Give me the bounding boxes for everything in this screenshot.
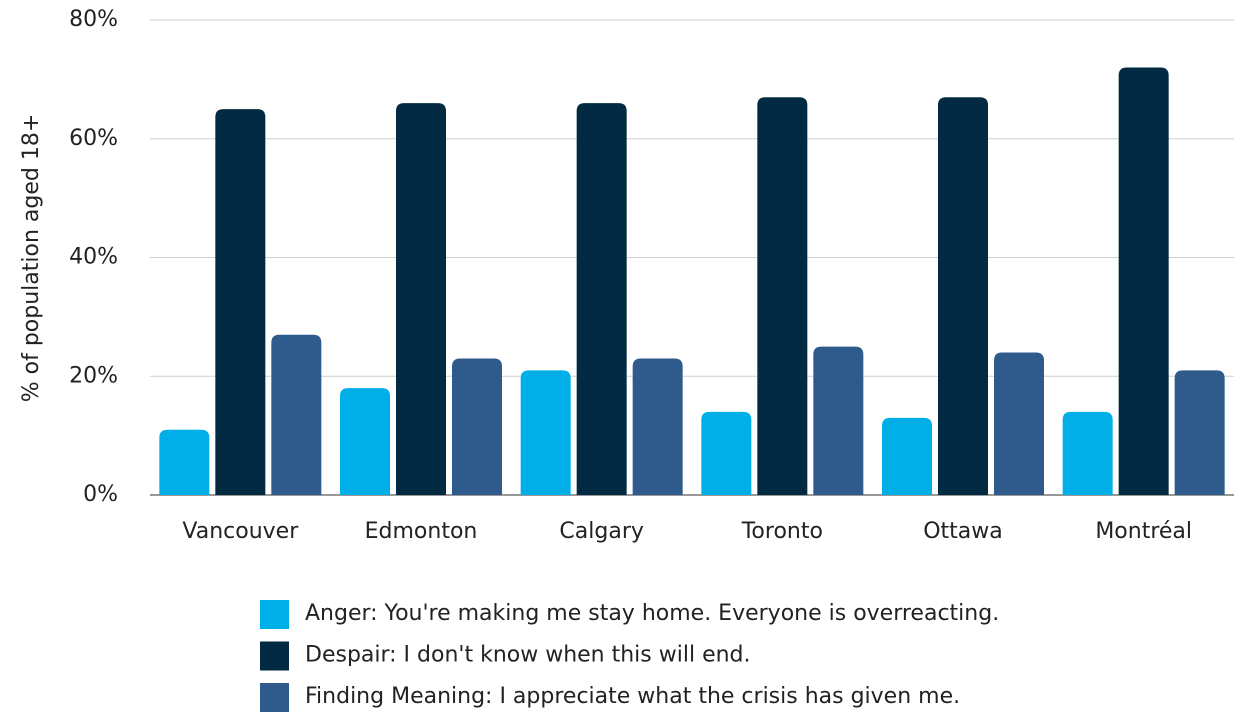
x-tick-label: Ottawa bbox=[923, 519, 1003, 544]
bar bbox=[520, 370, 571, 495]
legend-label: Finding Meaning: I appreciate what the c… bbox=[305, 684, 960, 709]
y-tick-label: 20% bbox=[69, 363, 118, 388]
legend-swatch bbox=[260, 683, 289, 712]
legend-label: Anger: You're making me stay home. Every… bbox=[305, 601, 999, 626]
bar bbox=[396, 103, 446, 495]
bar bbox=[813, 346, 864, 495]
y-axis-label: % of population aged 18+ bbox=[19, 114, 44, 403]
bar bbox=[1174, 370, 1225, 495]
y-tick-label: 0% bbox=[83, 482, 118, 507]
bar bbox=[632, 358, 683, 495]
bar bbox=[271, 334, 322, 495]
bar bbox=[576, 103, 627, 495]
x-tick-label: Calgary bbox=[559, 519, 643, 544]
bar bbox=[701, 411, 752, 495]
bar bbox=[882, 417, 932, 495]
bar bbox=[1062, 411, 1113, 495]
y-tick-label: 80% bbox=[69, 7, 118, 32]
bar bbox=[340, 388, 390, 495]
x-tick-label: Edmonton bbox=[365, 519, 478, 544]
y-tick-label: 60% bbox=[69, 126, 118, 151]
bar bbox=[938, 97, 988, 495]
legend-label: Despair: I don't know when this will end… bbox=[305, 643, 751, 668]
bar bbox=[757, 97, 808, 495]
bar bbox=[159, 429, 210, 495]
bar bbox=[1118, 67, 1169, 495]
y-tick-label: 40% bbox=[69, 245, 118, 270]
legend-swatch bbox=[260, 641, 289, 671]
bar bbox=[452, 358, 502, 495]
legend-swatch bbox=[260, 600, 289, 629]
bar bbox=[215, 109, 266, 495]
bar bbox=[994, 352, 1044, 495]
x-tick-label: Montréal bbox=[1095, 519, 1192, 544]
x-tick-label: Vancouver bbox=[182, 519, 299, 544]
x-tick-label: Toronto bbox=[741, 519, 823, 544]
